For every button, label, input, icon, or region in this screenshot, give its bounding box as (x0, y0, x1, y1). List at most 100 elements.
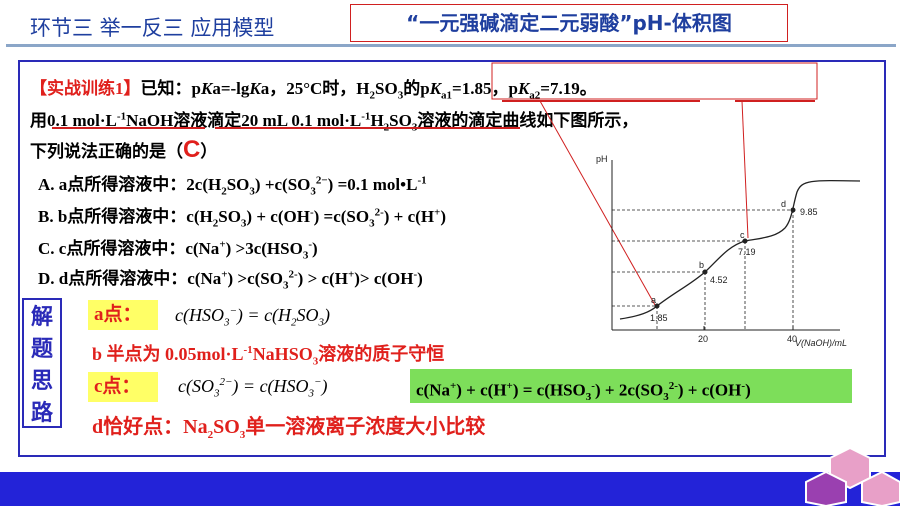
text-segment: 3 (318, 316, 325, 329)
text-segment: =7.19。 (540, 79, 597, 98)
text-segment: ) +c(SO (254, 175, 311, 194)
text-segment: - (309, 206, 314, 219)
text-segment: 2 (369, 89, 376, 102)
text-segment: 3 (310, 185, 316, 198)
text-segment: ) > c(H (297, 269, 348, 288)
text-segment: 2- (288, 268, 298, 281)
text-segment: SO (218, 207, 241, 226)
note: d恰好点：Na2SO3单一溶液离子浓度大小比较 (92, 410, 485, 441)
point-value: 7.19 (738, 247, 756, 257)
green-box: c(Na+) + c(H+) = c(HSO3-) + 2c(SO32-) + … (410, 369, 852, 403)
text-segment: ) >3c(HSO (225, 239, 303, 258)
text-segment: 2 (221, 185, 227, 198)
text-segment: 3 (302, 249, 309, 262)
point-value: 1.85 (650, 313, 668, 323)
text-segment: d恰好点：Na (92, 416, 208, 438)
option: C. c点所得溶液中：c(Na+) >3c(HSO3-) (38, 234, 318, 261)
text-segment: K (200, 79, 213, 98)
text-segment: 下列说法正确的是（ (30, 142, 183, 161)
text-segment: -1 (243, 344, 253, 356)
y-label: pH (596, 154, 608, 164)
text-segment: + (506, 380, 513, 392)
text-segment: K (517, 79, 530, 98)
option: A. a点所得溶液中：2c(H2SO3) +c(SO32−) =0.1 mol•… (38, 170, 427, 197)
text-segment: ) + c(H (383, 207, 435, 226)
problem-line: 下列说法正确的是（C） (30, 136, 217, 164)
annotations (52, 62, 818, 306)
points (654, 207, 796, 309)
text-segment: 2− (219, 376, 233, 388)
option: D. d点所得溶液中：c(Na+) >c(SO32-) > c(H+)> c(O… (38, 264, 423, 291)
text-segment: ) = c(HSO (512, 380, 586, 400)
text-segment: ) = c(H (236, 305, 292, 325)
guides (612, 209, 794, 330)
point-value: 4.52 (710, 275, 728, 285)
option: B. b点所得溶液中：c(H2SO3) + c(OH-) =c(SO32-) +… (38, 202, 446, 229)
text-segment: ） (200, 142, 218, 161)
text-segment: ) (311, 239, 318, 258)
text-segment: ) (324, 305, 331, 325)
text-segment: SO (213, 416, 240, 438)
slide-title: “一元强碱滴定二元弱酸”pH-体积图 (350, 4, 788, 42)
text-segment: 3 (397, 89, 404, 102)
text-segment: ) + c(OH (677, 380, 742, 400)
x-tick-label: 20 (698, 334, 708, 344)
text-segment: a2 (529, 89, 541, 102)
text-segment: 3 (249, 185, 255, 198)
text-segment: ) (440, 207, 446, 226)
point-label: b (699, 260, 704, 270)
text-segment: -1 (361, 110, 371, 123)
text-segment: ) = c(HSO (232, 376, 309, 396)
point-label: c (740, 230, 745, 240)
text-segment: - (413, 268, 418, 281)
text-segment: − (314, 376, 322, 388)
text-segment: 3 (585, 391, 592, 404)
text-segment: ) + 2c(SO (594, 380, 664, 400)
text-segment: 3 (369, 217, 375, 230)
text-segment: H (370, 111, 384, 130)
text-segment: 【实战训练1】 (30, 79, 141, 98)
point-value: 9.85 (800, 207, 818, 217)
text-segment: 2− (315, 174, 328, 187)
text-segment: ) (745, 380, 751, 400)
text-segment: 3 (239, 429, 246, 441)
formula: c(HSO3−) = c(H2SO3) (175, 305, 330, 329)
text-segment: NaOH溶液滴定20 mL 0.1 mol·L (126, 111, 362, 130)
text-segment: - (591, 380, 595, 392)
text-segment: 的p (403, 79, 430, 98)
text-segment: -1 (116, 110, 127, 123)
section-title: 环节三 举一反三 应用模型 (30, 16, 275, 40)
text-segment: 3 (308, 387, 315, 400)
text-segment: a=-lg (212, 79, 250, 98)
text-segment: =1.85，p (452, 79, 518, 98)
text-segment: 用 (30, 111, 47, 130)
text-segment: - (308, 238, 312, 251)
content-box (18, 60, 886, 457)
text-segment: K (429, 79, 442, 98)
text-segment: 3 (663, 391, 669, 404)
footer-bar (0, 472, 900, 506)
text-segment: 3 (213, 387, 220, 400)
text-segment: 2 (291, 316, 297, 329)
label-a: a点： (88, 300, 158, 330)
text-segment: + (221, 268, 228, 281)
text-segment: K (249, 79, 261, 98)
text-segment: c(HSO (175, 305, 224, 325)
text-segment: C (183, 136, 201, 163)
text-segment: c(Na (416, 380, 450, 400)
text-segment: D. d点所得溶液中：c(Na (38, 269, 222, 288)
text-segment: + (347, 268, 355, 281)
problem-line: 【实战训练1】已知：pKa=-lgKa，25°C时，H2SO3的pKa1=1.8… (30, 74, 597, 101)
text-segment: -1 (417, 174, 427, 187)
pointer (741, 100, 749, 239)
label-c: c点： (88, 372, 158, 402)
text-segment: − (229, 305, 237, 317)
text-segment: ) (321, 376, 328, 396)
header-rule (6, 44, 896, 47)
text-segment: b 半点为 0.05mol·L (92, 344, 244, 364)
point-label: a (651, 295, 656, 305)
text-segment: 3 (312, 355, 319, 368)
text-segment: + (449, 380, 457, 392)
